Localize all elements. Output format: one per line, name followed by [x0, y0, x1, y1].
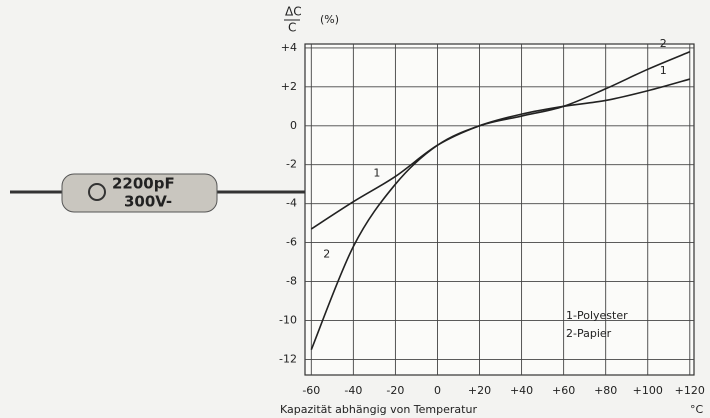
legend-entry: 1-Polyester [566, 309, 628, 322]
y-tick-label: -8 [286, 275, 297, 288]
y-label-num: ΔC [285, 5, 302, 19]
y-label-unit: (%) [320, 13, 339, 26]
x-tick-label: +60 [552, 384, 575, 397]
capacitor-body [61, 173, 218, 213]
x-unit: °C [690, 403, 704, 416]
x-tick-label: -20 [386, 384, 404, 397]
curve-label: 2 [323, 248, 330, 261]
curve-label: 1 [373, 167, 380, 180]
y-tick-label: -12 [279, 352, 297, 365]
plot-frame [304, 43, 695, 376]
y-tick-label: -10 [279, 313, 297, 326]
y-tick-label: +2 [281, 80, 297, 93]
legend-entry: 2-Papier [566, 327, 612, 340]
series-line [310, 51, 691, 350]
x-tick-label: -60 [302, 384, 320, 397]
curve-label: 2 [660, 37, 667, 50]
capacitor-label: 300V- [124, 193, 172, 211]
y-tick-label: -2 [286, 158, 297, 171]
curve-label: 1 [660, 64, 667, 77]
y-tick-label: -6 [286, 236, 297, 249]
y-label-den: C [288, 21, 296, 35]
series-line [310, 78, 691, 230]
x-label: Kapazität abhängig von Temperatur [280, 403, 477, 416]
x-tick-label: +40 [510, 384, 533, 397]
plus-sign [88, 183, 106, 201]
capacitor-label: 2200pF [112, 175, 175, 193]
y-tick-label: +4 [281, 41, 297, 54]
capacitor: 2200pF 300V- [10, 173, 350, 213]
x-tick-label: 0 [434, 384, 441, 397]
y-tick-label: -4 [286, 197, 297, 210]
x-tick-label: +120 [675, 384, 705, 397]
x-tick-label: +100 [633, 384, 663, 397]
x-tick-label: +80 [594, 384, 617, 397]
y-tick-label: 0 [290, 119, 297, 132]
x-tick-label: -40 [344, 384, 362, 397]
x-tick-label: +20 [468, 384, 491, 397]
